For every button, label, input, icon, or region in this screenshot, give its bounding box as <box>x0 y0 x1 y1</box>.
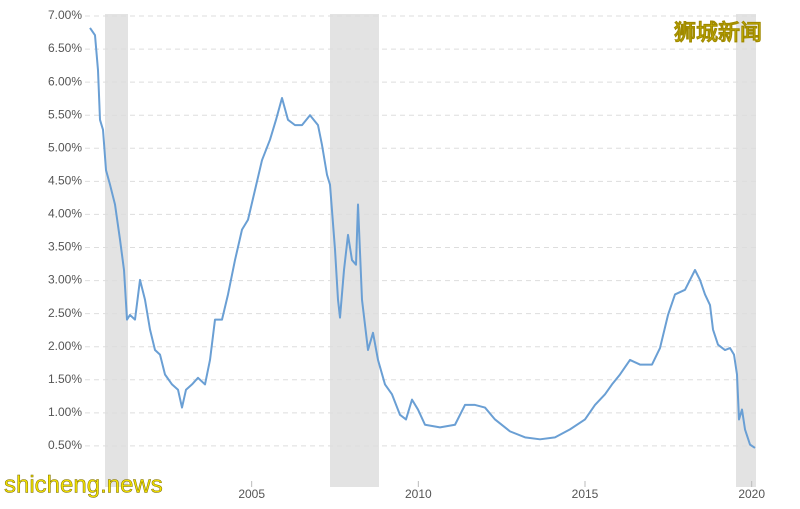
y-tick-label: 6.00% <box>48 74 82 88</box>
watermark-cn: 狮城新闻 <box>674 20 762 45</box>
y-tick-label: 3.00% <box>48 273 82 287</box>
rate-line <box>89 27 756 449</box>
y-tick-label: 0.50% <box>48 438 82 452</box>
x-tick-label: 2010 <box>405 487 432 501</box>
x-tick-label: 2005 <box>238 487 265 501</box>
y-tick-label: 6.50% <box>48 41 82 55</box>
recession-band <box>736 14 756 487</box>
y-tick-label: 7.00% <box>48 8 82 22</box>
x-tick-label: 2015 <box>572 487 599 501</box>
y-tick-label: 2.50% <box>48 306 82 320</box>
y-tick-label: 4.50% <box>48 174 82 188</box>
grid-layer: 0.50% 1.00% 1.50% 2.00% 2.50% 3.00% 3.50% 4.00%… <box>48 8 765 501</box>
y-tick-label: 3.50% <box>48 240 82 254</box>
y-tick-label: 5.00% <box>48 140 82 154</box>
shade-layer <box>105 14 756 487</box>
y-tick-label: 1.50% <box>48 372 82 386</box>
watermark-site: shicheng.news <box>4 471 163 498</box>
recession-band <box>330 14 379 487</box>
recession-band <box>105 14 128 487</box>
line-layer <box>89 27 756 449</box>
y-tick-label: 1.00% <box>48 405 82 419</box>
y-tick-label: 4.00% <box>48 207 82 221</box>
y-tick-label: 5.50% <box>48 107 82 121</box>
x-tick-label: 2020 <box>738 487 765 501</box>
y-tick-label: 2.00% <box>48 339 82 353</box>
